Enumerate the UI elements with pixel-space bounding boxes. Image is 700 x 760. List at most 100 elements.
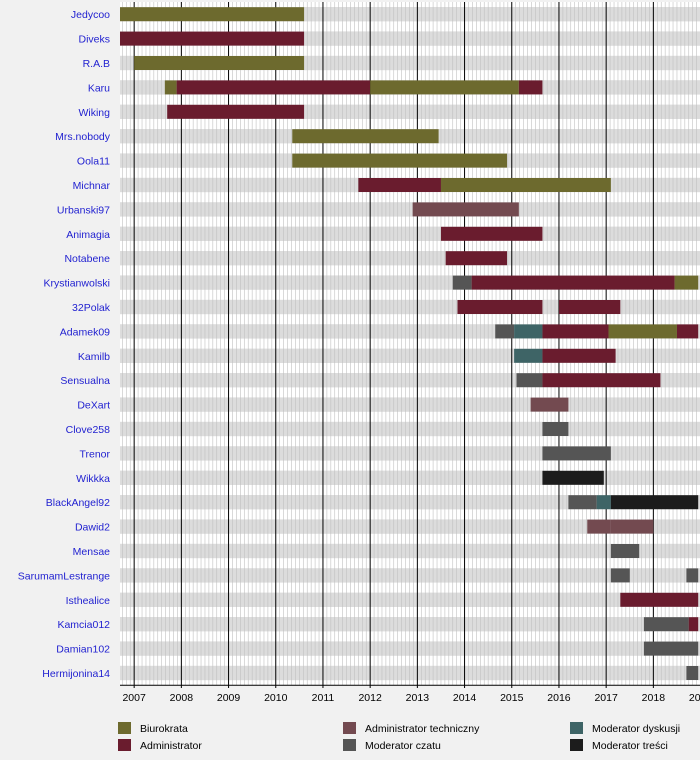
role-bar-biurokrata [608, 324, 677, 339]
role-bar-biurokrata [120, 7, 305, 22]
role-bar-mod_czatu [452, 275, 472, 290]
role-bar-administrator [440, 226, 543, 241]
legend-label: Moderator czatu [365, 740, 441, 752]
role-bar-mod_dyskusji [596, 495, 611, 510]
user-labels: Jedycoo Diveks R.A.B Karu Wiking Mrs.nobody Oo… [18, 9, 111, 680]
role-bar-administrator [445, 251, 508, 266]
role-bar-mod_czatu [542, 422, 569, 436]
user-label[interactable]: DeXart [77, 400, 110, 412]
role-bar-administrator [542, 373, 661, 388]
role-bars [120, 7, 699, 680]
user-label[interactable]: SarumamLestrange [18, 570, 110, 582]
user-label[interactable]: Mrs.nobody [55, 131, 111, 143]
row-band [120, 592, 700, 607]
x-tick-label: 2019 [689, 692, 700, 704]
row-band [120, 665, 700, 681]
user-label[interactable]: Hermijonina14 [42, 668, 110, 680]
user-label[interactable]: Wiking [78, 107, 110, 119]
x-tick-label: 2017 [594, 692, 618, 704]
legend-item-administrator: Administrator [118, 739, 202, 752]
role-bar-mod_czatu [610, 568, 630, 583]
role-bar-mod_czatu [643, 641, 699, 656]
x-tick-label: 2010 [264, 692, 288, 704]
role-bar-mod_czatu [610, 544, 640, 558]
legend-swatch [570, 739, 583, 751]
x-tick-label: 2018 [642, 692, 666, 704]
user-label[interactable]: Wikkka [76, 473, 110, 485]
user-label[interactable]: BlackAngel92 [46, 497, 110, 509]
user-label[interactable]: Kamilb [78, 351, 110, 363]
x-tick-label: 2008 [170, 692, 194, 704]
user-label[interactable]: R.A.B [83, 58, 110, 70]
plot-area [120, 2, 700, 686]
role-bar-mod_czatu [542, 446, 611, 461]
user-label[interactable]: Isthealice [66, 595, 111, 607]
legend-label: Administrator [140, 740, 202, 752]
role-bar-mod_czatu [495, 324, 515, 339]
role-bar-administrator [542, 348, 616, 363]
role-bar-administrator [688, 617, 699, 632]
role-bar-mod_czatu [643, 617, 689, 632]
legend-swatch [343, 739, 356, 751]
role-bar-administrator [176, 80, 371, 95]
role-bar-mod_czatu [568, 495, 597, 510]
role-bar-mod_czatu [686, 666, 699, 680]
role-bar-mod_dyskusji [514, 348, 543, 363]
row-band [120, 202, 700, 217]
user-label[interactable]: Michnar [73, 180, 111, 192]
x-tick-label: 2015 [500, 692, 524, 704]
plot-background [120, 2, 700, 686]
role-bar-biurokrata [440, 178, 611, 192]
x-tick-label: 2012 [358, 692, 382, 704]
role-bar-administrator [518, 80, 543, 95]
user-label[interactable]: 32Polak [72, 302, 111, 314]
legend-label: Administrator techniczny [365, 723, 480, 735]
role-bar-administrator [620, 592, 699, 607]
user-label[interactable]: Clove258 [66, 424, 111, 436]
row-band [120, 397, 700, 412]
role-bar-administrator [676, 324, 699, 339]
user-label[interactable]: Notabene [64, 253, 110, 265]
row-band [120, 641, 700, 656]
role-bar-mod_czatu [686, 568, 699, 583]
role-bar-mod_tresci [542, 470, 604, 485]
user-label[interactable]: Jedycoo [71, 9, 110, 21]
x-tick-label: 2007 [122, 692, 146, 704]
role-bar-admin_tech [610, 519, 654, 534]
role-bar-admin_tech [587, 519, 611, 534]
user-label[interactable]: Animagia [66, 229, 110, 241]
user-label[interactable]: Sensualna [60, 375, 110, 387]
legend-label: Moderator treści [592, 740, 668, 752]
role-bar-biurokrata [134, 56, 305, 70]
legend-label: Biurokrata [140, 723, 188, 735]
role-bar-admin_tech [530, 397, 569, 412]
user-label[interactable]: Damian102 [56, 644, 110, 656]
user-label[interactable]: Kamcia012 [57, 619, 110, 631]
user-label[interactable]: Oola11 [77, 156, 110, 168]
row-band [120, 470, 700, 485]
user-label[interactable]: Urbanski97 [57, 204, 110, 216]
legend-swatch [118, 722, 131, 734]
legend-swatch [118, 739, 131, 751]
user-label[interactable]: Krystianwolski [43, 278, 110, 290]
user-label[interactable]: Adamek09 [60, 326, 110, 338]
role-bar-administrator [471, 275, 675, 290]
user-label[interactable]: Karu [88, 82, 110, 94]
legend-item-mod_dyskusji: Moderator dyskusji [570, 722, 680, 735]
legend-swatch [570, 722, 583, 734]
grid [122, 2, 697, 688]
role-bar-biurokrata [292, 129, 439, 144]
user-label[interactable]: Dawid2 [75, 522, 110, 534]
role-bar-mod_dyskusji [514, 324, 543, 339]
legend-swatch [343, 722, 356, 734]
role-bar-mod_czatu [516, 373, 543, 388]
user-label[interactable]: Mensae [73, 546, 111, 558]
role-bar-administrator [358, 178, 441, 192]
role-bar-administrator [167, 104, 305, 119]
user-label[interactable]: Trenor [79, 448, 110, 460]
row-band [120, 421, 700, 437]
row-band [120, 617, 700, 632]
user-label[interactable]: Diveks [78, 34, 110, 46]
x-tick-label: 2009 [217, 692, 241, 704]
legend-item-mod_czatu: Moderator czatu [343, 739, 441, 752]
